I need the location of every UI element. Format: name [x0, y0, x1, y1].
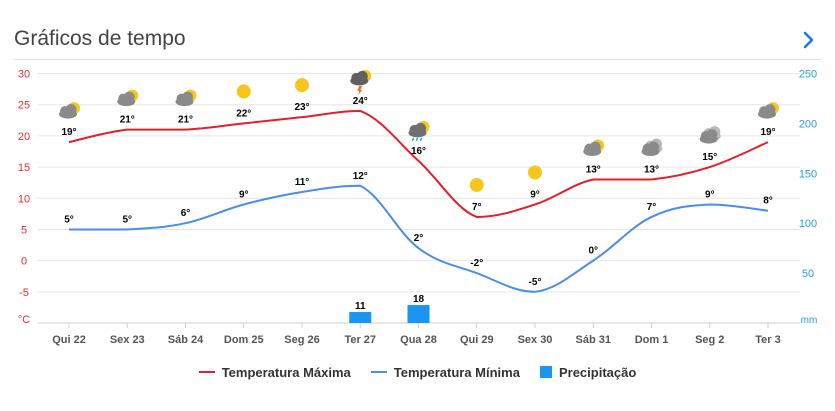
chevron-right-icon[interactable]	[799, 29, 819, 51]
min-temp-line	[69, 184, 769, 293]
x-axis-tick-label: Sex 30	[518, 334, 553, 346]
max-temp-data-label: 19°	[61, 127, 76, 138]
header-divider	[14, 59, 822, 60]
min-temp-data-label: 0°	[588, 246, 598, 257]
min-temp-data-label: -5°	[529, 277, 542, 288]
x-axis-tick-label: Sex 23	[110, 334, 145, 346]
left-axis-unit: °C	[18, 314, 30, 326]
max-temp-data-label: 7°	[472, 202, 482, 213]
x-axis-tick-label: Sáb 24	[168, 334, 204, 346]
max-temp-data-label: 19°	[760, 127, 775, 138]
right-axis-tick-label: 250	[799, 69, 817, 81]
min-temp-data-label: 6°	[181, 208, 191, 219]
max-temp-data-label: 23°	[294, 102, 309, 113]
x-axis-tick-label: Ter 27	[344, 334, 376, 346]
left-axis-tick-label: 10	[18, 193, 30, 205]
min-temp-data-label: 9°	[239, 189, 249, 200]
right-axis-tick-label: 200	[799, 118, 817, 130]
x-axis-tick-label: Seg 26	[284, 334, 319, 346]
right-axis-tick-label: 100	[799, 218, 817, 230]
legend-swatch-min	[370, 371, 387, 373]
weather-icon-partly-cloudy-rain-icon	[59, 102, 80, 119]
weather-icon-cloudy-icon	[699, 126, 721, 144]
weather-icon-cloudy-icon	[641, 138, 663, 157]
min-temp-data-label: 7°	[647, 202, 657, 213]
min-temp-data-label: 2°	[414, 233, 424, 244]
left-axis-tick-label: 25	[18, 100, 30, 112]
x-axis-tick-label: Ter 3	[755, 334, 780, 346]
left-axis-tick-label: 0	[21, 256, 27, 268]
x-axis-tick-label: Qui 22	[52, 334, 86, 346]
precip-value-label: 18	[413, 294, 425, 305]
precip-value-label: 11	[355, 301, 366, 312]
weather-icon-partly-cloudy-icon	[758, 102, 779, 119]
min-temp-data-label: 8°	[763, 196, 773, 207]
min-temp-data-label: 11°	[295, 177, 310, 188]
x-axis-tick-label: Qui 29	[460, 334, 494, 346]
max-temp-data-label: 21°	[178, 115, 193, 126]
x-axis-tick-label: Dom 25	[224, 334, 264, 346]
legend-item-min[interactable]: Temperatura Mínima	[370, 364, 520, 380]
left-axis-tick-label: 5	[21, 224, 27, 236]
right-axis-tick-label: 50	[802, 268, 814, 280]
min-temp-data-label: 5°	[122, 214, 132, 225]
weather-icon-thunderstorm-icon	[350, 69, 372, 95]
chart-header: Gráficos de tempo	[0, 0, 835, 58]
right-axis-unit: mm	[801, 315, 818, 326]
right-axis-tick-label: 150	[799, 168, 817, 180]
legend-item-precip[interactable]: Precipitação	[539, 364, 637, 380]
precip-bar	[407, 305, 430, 323]
max-temp-data-label: 16°	[411, 146, 426, 157]
legend-swatch-precip	[539, 366, 552, 378]
legend-label-max: Temperatura Máxima	[221, 364, 351, 380]
max-temp-data-label: 22°	[236, 108, 251, 119]
weather-icon-rain-icon	[408, 120, 430, 142]
x-axis-tick-label: Sáb 31	[576, 334, 611, 346]
left-axis-tick-label: -5	[19, 287, 29, 299]
x-axis-tick-label: Dom 1	[635, 334, 669, 346]
left-axis-tick-label: 15	[18, 162, 30, 174]
weather-icon-sunny-icon	[236, 84, 251, 99]
min-temp-data-label: 9°	[705, 189, 715, 200]
max-temp-data-label: 13°	[644, 165, 659, 176]
x-axis-tick-label: Qua 28	[400, 334, 437, 346]
max-temp-data-label: 15°	[702, 152, 717, 163]
weather-icon-sunny-icon	[528, 165, 542, 180]
page-title: Gráficos de tempo	[14, 27, 186, 50]
legend-swatch-max	[198, 371, 215, 373]
left-axis-tick-label: 20	[18, 131, 30, 143]
weather-icon-partly-cloudy-icon	[583, 139, 605, 157]
weather-icon-partly-cloudy-icon	[117, 89, 139, 107]
min-temp-data-label: -2°	[470, 258, 483, 269]
max-temp-data-label: 24°	[353, 96, 368, 107]
legend-label-precip: Precipitação	[558, 364, 637, 380]
left-axis-tick-label: 30	[18, 69, 30, 81]
legend-item-max[interactable]: Temperatura Máxima	[198, 364, 351, 380]
min-temp-data-label: 12°	[353, 171, 368, 182]
chart-legend: Temperatura Máxima Temperatura Mínima Pr…	[0, 360, 835, 384]
x-axis-tick-label: Seg 2	[695, 334, 724, 346]
precip-bar	[349, 312, 372, 323]
weather-icon-sunny-icon	[295, 78, 309, 93]
max-temp-data-label: 9°	[530, 189, 540, 200]
min-temp-data-label: 5°	[64, 214, 74, 225]
max-temp-line	[68, 109, 769, 218]
weather-icon-sunny-icon	[469, 177, 484, 192]
legend-label-min: Temperatura Mínima	[393, 364, 520, 380]
max-temp-data-label: 21°	[120, 115, 135, 126]
weather-icon-partly-cloudy-icon	[175, 89, 197, 107]
max-temp-data-label: 13°	[586, 165, 601, 176]
